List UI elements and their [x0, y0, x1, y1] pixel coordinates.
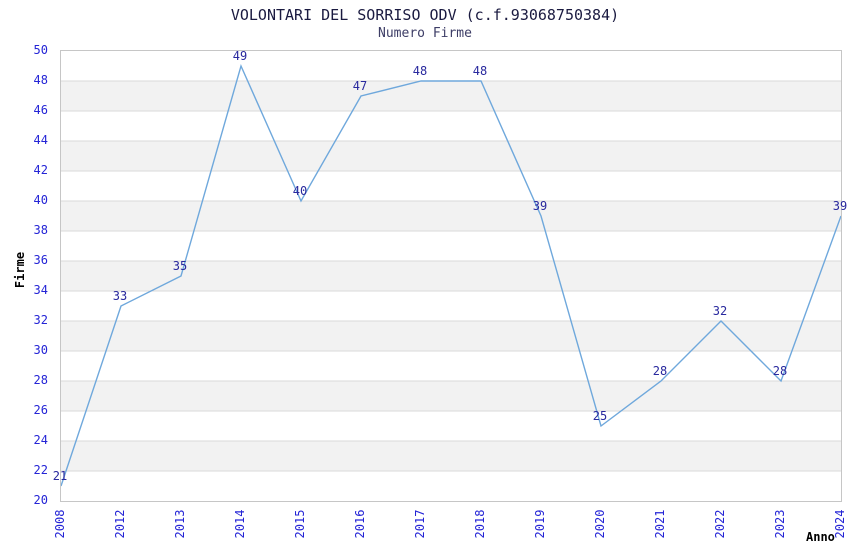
grid-band — [61, 441, 841, 471]
grid-band — [61, 381, 841, 411]
x-tick-label: 2013 — [173, 509, 187, 539]
data-line — [61, 63, 841, 487]
y-tick-label: 30 — [33, 343, 48, 357]
x-tick-label: 2017 — [413, 509, 427, 539]
data-value-label: 48 — [472, 64, 488, 78]
y-tick-label: 28 — [33, 373, 48, 387]
y-tick-label: 32 — [33, 313, 48, 327]
x-tick-label: 2024 — [833, 509, 847, 539]
x-tick-label: 2019 — [533, 509, 547, 539]
grid-band — [61, 201, 841, 231]
data-value-label: 32 — [712, 304, 728, 318]
y-tick-label: 42 — [33, 163, 48, 177]
y-tick-label: 34 — [33, 283, 48, 297]
data-value-label: 25 — [592, 409, 608, 423]
x-tick-label: 2012 — [113, 509, 127, 539]
data-value-label: 35 — [172, 259, 188, 273]
y-tick-label: 48 — [33, 73, 48, 87]
x-tick-label: 2022 — [713, 509, 727, 539]
grid-band — [61, 261, 841, 291]
data-value-label: 39 — [532, 199, 548, 213]
line-chart-svg — [61, 63, 841, 487]
grid-band — [61, 141, 841, 171]
y-tick-label: 44 — [33, 133, 48, 147]
chart-subtitle: Numero Firme — [378, 26, 472, 41]
y-tick-label: 24 — [33, 433, 48, 447]
y-tick-label: 22 — [33, 463, 48, 477]
data-value-label: 21 — [52, 469, 68, 483]
data-value-label: 28 — [652, 364, 668, 378]
y-tick-label: 46 — [33, 103, 48, 117]
x-tick-label: 2023 — [773, 509, 787, 539]
x-axis-title: Anno — [806, 530, 835, 544]
chart-title: VOLONTARI DEL SORRISO ODV (c.f.930687503… — [230, 6, 620, 24]
plot-area — [60, 50, 842, 502]
grid-band — [61, 321, 841, 351]
x-tick-label: 2014 — [233, 509, 247, 539]
data-value-label: 40 — [292, 184, 308, 198]
x-tick-label: 2020 — [593, 509, 607, 539]
x-tick-label: 2015 — [293, 509, 307, 539]
y-tick-label: 40 — [33, 193, 48, 207]
x-tick-label: 2016 — [353, 509, 367, 539]
data-value-label: 28 — [772, 364, 788, 378]
y-tick-label: 36 — [33, 253, 48, 267]
data-value-label: 48 — [412, 64, 428, 78]
y-tick-label: 38 — [33, 223, 48, 237]
y-tick-label: 50 — [33, 43, 48, 57]
data-value-label: 47 — [352, 79, 368, 93]
x-tick-label: 2008 — [53, 509, 67, 539]
y-tick-label: 20 — [33, 493, 48, 507]
x-tick-label: 2021 — [653, 509, 667, 539]
grid-band — [61, 81, 841, 111]
y-tick-label: 26 — [33, 403, 48, 417]
data-value-label: 39 — [832, 199, 848, 213]
data-value-label: 49 — [232, 49, 248, 63]
data-value-label: 33 — [112, 289, 128, 303]
x-tick-label: 2018 — [473, 509, 487, 539]
